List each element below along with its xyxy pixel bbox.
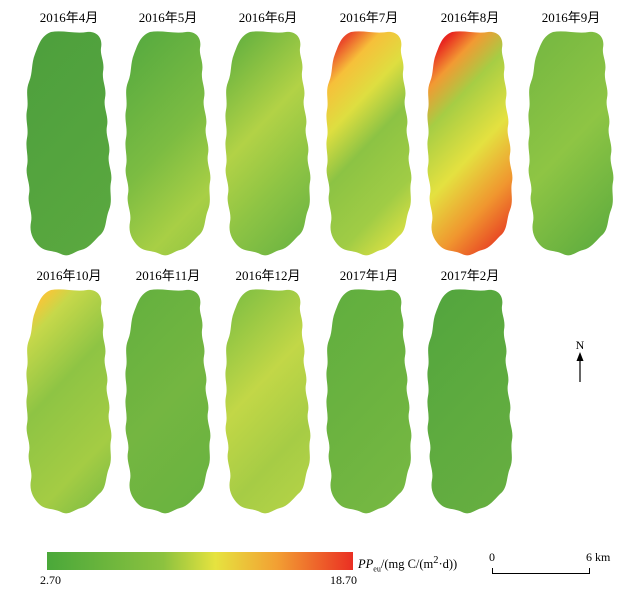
- basin-shape: [326, 289, 412, 514]
- basin-shape: [26, 289, 112, 514]
- basin-shape: [427, 31, 513, 256]
- legend-var: PP: [358, 557, 374, 572]
- basin-map: [326, 31, 412, 256]
- map-panel: 2016年9月: [521, 10, 621, 260]
- panel-title: 2016年12月: [235, 268, 301, 283]
- map-panel: 2016年4月: [19, 10, 119, 260]
- legend-sup: 2: [433, 555, 439, 566]
- basin-shape: [326, 31, 412, 256]
- legend-min: 2.70: [40, 573, 61, 587]
- basin-shape: [125, 31, 211, 256]
- panel-title: 2016年9月: [541, 10, 601, 25]
- legend-colorbar: [47, 552, 353, 570]
- map-panel: 2017年2月: [420, 268, 520, 518]
- panel-title: 2016年10月: [36, 268, 102, 283]
- map-panel: 2016年12月: [218, 268, 318, 518]
- panel-title: 2017年1月: [339, 268, 399, 283]
- basin-map: [427, 289, 513, 514]
- basin-map: [225, 289, 311, 514]
- map-panel: 2016年5月: [118, 10, 218, 260]
- basin-map: [225, 31, 311, 256]
- north-arrow-icon: [576, 352, 584, 382]
- scale-line: [492, 568, 590, 574]
- map-panel: 2016年11月: [118, 268, 218, 518]
- panel-title: 2016年8月: [440, 10, 500, 25]
- basin-map: [26, 289, 112, 514]
- basin-map: [427, 31, 513, 256]
- panel-title: 2017年2月: [440, 268, 500, 283]
- scale-start: 0: [489, 550, 495, 564]
- basin-shape: [225, 31, 311, 256]
- basin-map: [125, 289, 211, 514]
- legend-unit-end: ·d)): [438, 557, 458, 572]
- basin-shape: [125, 289, 211, 514]
- legend-unit: /(mg C/(m: [380, 557, 434, 572]
- legend-title: PPeu/(mg C/(m2·d)): [358, 552, 457, 579]
- panel-title: 2016年11月: [135, 268, 201, 283]
- map-panel: 2016年7月: [319, 10, 419, 260]
- basin-map: [528, 31, 614, 256]
- panel-title: 2016年4月: [39, 10, 99, 25]
- basin-shape: [26, 31, 112, 256]
- basin-map: [26, 31, 112, 256]
- scale-end: 6 km: [586, 550, 611, 564]
- legend-max: 18.70: [330, 573, 357, 587]
- north-arrow: N: [568, 338, 592, 388]
- basin-shape: [427, 289, 513, 514]
- panel-title: 2016年7月: [339, 10, 399, 25]
- panel-title: 2016年5月: [138, 10, 198, 25]
- basin-map: [125, 31, 211, 256]
- north-label: N: [575, 338, 585, 352]
- basin-shape: [225, 289, 311, 514]
- map-panel: 2017年1月: [319, 268, 419, 518]
- basin-map: [326, 289, 412, 514]
- legend-sub: eu: [373, 564, 381, 574]
- map-panel: 2016年6月: [218, 10, 318, 260]
- panel-title: 2016年6月: [238, 10, 298, 25]
- basin-shape: [528, 31, 614, 256]
- map-panel: 2016年8月: [420, 10, 520, 260]
- scale-bar: 0 6 km: [489, 550, 611, 574]
- map-panel: 2016年10月: [19, 268, 119, 518]
